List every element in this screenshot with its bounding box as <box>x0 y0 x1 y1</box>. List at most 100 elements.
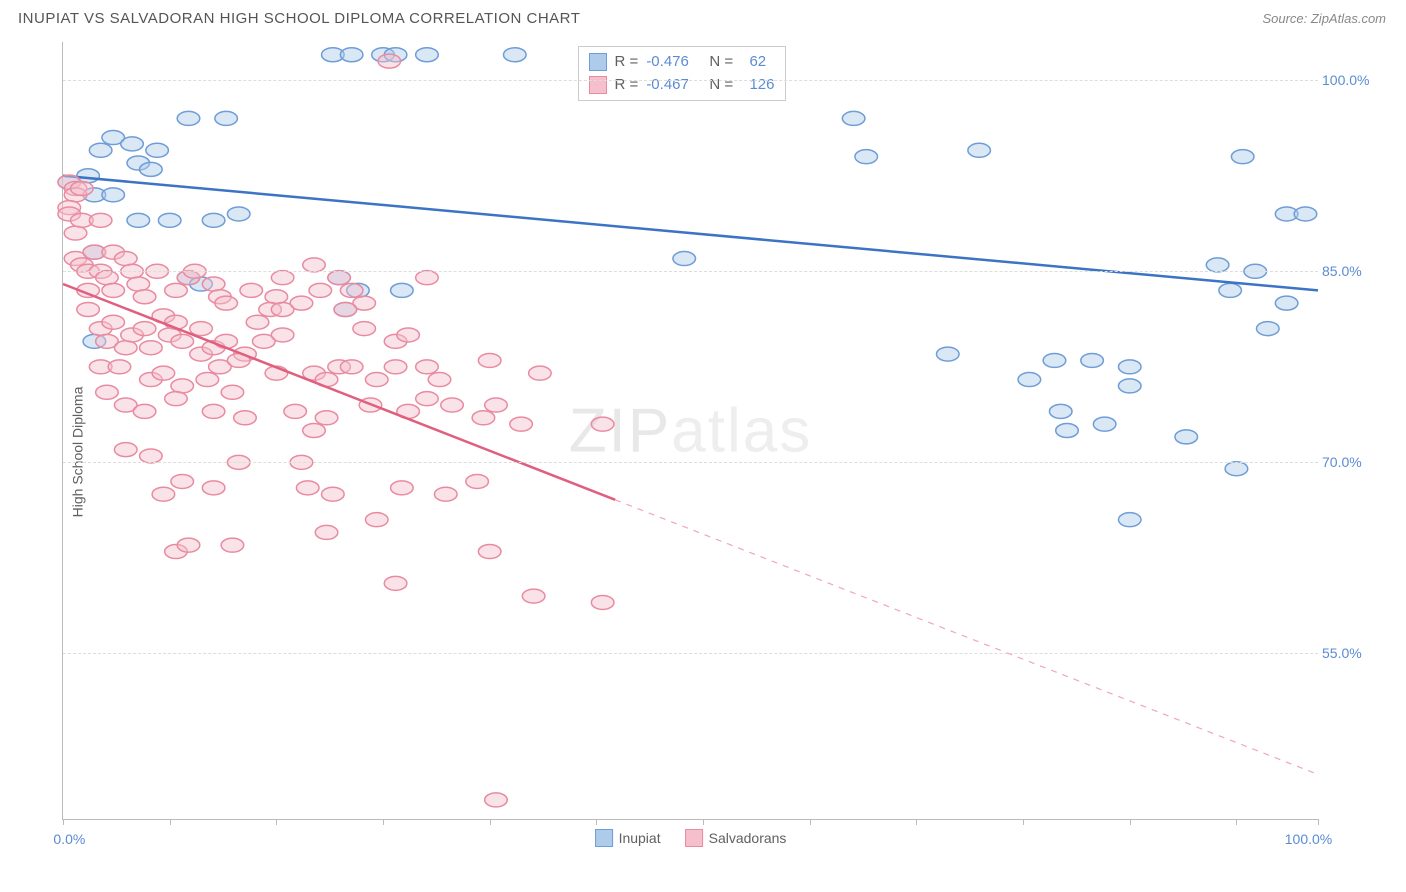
x-tick <box>1130 819 1131 825</box>
data-point <box>1118 513 1141 527</box>
data-point <box>522 589 545 603</box>
legend-label: Salvadorans <box>709 830 787 846</box>
y-tick-label: 85.0% <box>1322 263 1382 279</box>
x-axis-max-label: 100.0% <box>1285 831 1332 847</box>
data-point <box>1118 360 1141 374</box>
x-tick <box>170 819 171 825</box>
x-tick <box>596 819 597 825</box>
data-point <box>133 290 156 304</box>
data-point <box>140 162 163 176</box>
data-point <box>529 366 552 380</box>
data-point <box>485 793 508 807</box>
data-point <box>240 283 263 297</box>
trend-line <box>63 284 615 500</box>
legend-item: Salvadorans <box>685 829 787 847</box>
data-point <box>315 411 338 425</box>
data-point <box>1275 296 1298 310</box>
data-point <box>102 283 125 297</box>
data-point <box>133 404 156 418</box>
data-point <box>384 360 407 374</box>
x-tick <box>490 819 491 825</box>
data-point <box>140 341 163 355</box>
data-point <box>1043 353 1066 367</box>
data-point <box>121 137 144 151</box>
x-tick <box>383 819 384 825</box>
data-point <box>152 487 175 501</box>
data-point <box>215 334 238 348</box>
data-point <box>114 443 137 457</box>
correlation-row: R = -0.467 N = 126 <box>589 74 775 97</box>
data-point <box>202 277 225 291</box>
data-point <box>102 315 125 329</box>
chart-source: Source: ZipAtlas.com <box>1262 11 1386 26</box>
data-point <box>1219 283 1242 297</box>
data-point <box>1118 379 1141 393</box>
plot-area: ZIPatlas R = -0.476 N = 62 R = -0.467 N … <box>62 42 1318 820</box>
data-point <box>478 353 501 367</box>
x-tick <box>63 819 64 825</box>
x-tick <box>1236 819 1237 825</box>
data-point <box>114 252 137 266</box>
data-point <box>271 271 294 285</box>
data-point <box>842 111 865 125</box>
data-point <box>108 360 131 374</box>
data-point <box>428 373 451 387</box>
data-point <box>936 347 959 361</box>
data-point <box>221 385 244 399</box>
grid-line <box>63 653 1318 654</box>
data-point <box>1225 462 1248 476</box>
data-point <box>265 290 288 304</box>
data-point <box>365 373 388 387</box>
data-point <box>196 373 219 387</box>
data-point <box>1257 322 1280 336</box>
correlation-legend: R = -0.476 N = 62 R = -0.467 N = 126 <box>578 46 786 101</box>
data-point <box>127 277 150 291</box>
data-point <box>315 525 338 539</box>
data-point <box>466 474 489 488</box>
data-point <box>221 538 244 552</box>
grid-line <box>63 271 1318 272</box>
trend-line-dashed <box>615 500 1318 775</box>
data-point <box>1093 417 1116 431</box>
data-point <box>146 143 169 157</box>
data-point <box>1056 424 1079 438</box>
data-point <box>171 334 194 348</box>
x-tick <box>916 819 917 825</box>
data-point <box>416 48 439 62</box>
data-point <box>165 283 188 297</box>
x-tick <box>1318 819 1319 825</box>
data-point <box>202 404 225 418</box>
data-point <box>391 283 414 297</box>
data-point <box>441 398 464 412</box>
data-point <box>271 328 294 342</box>
data-point <box>472 411 495 425</box>
legend-label: Inupiat <box>619 830 661 846</box>
data-point <box>384 576 407 590</box>
data-point <box>96 385 119 399</box>
data-point <box>328 271 351 285</box>
data-point <box>227 207 250 221</box>
data-point <box>215 111 238 125</box>
legend-swatch <box>589 76 607 94</box>
data-point <box>158 213 181 227</box>
data-point <box>114 341 137 355</box>
legend-swatch <box>589 53 607 71</box>
data-point <box>340 48 363 62</box>
grid-line <box>63 80 1318 81</box>
data-point <box>133 322 156 336</box>
data-point <box>1018 373 1041 387</box>
data-point <box>673 252 696 266</box>
data-point <box>127 213 150 227</box>
data-point <box>177 538 200 552</box>
legend-swatch <box>595 829 613 847</box>
y-tick-label: 70.0% <box>1322 454 1382 470</box>
data-point <box>89 213 112 227</box>
data-point <box>1206 258 1229 272</box>
data-point <box>416 392 439 406</box>
data-point <box>1231 150 1254 164</box>
bottom-legend: Inupiat Salvadorans <box>595 829 787 847</box>
x-tick <box>1023 819 1024 825</box>
data-point <box>334 302 357 316</box>
chart-container: High School Diploma ZIPatlas R = -0.476 … <box>18 42 1388 862</box>
data-point <box>246 315 269 329</box>
